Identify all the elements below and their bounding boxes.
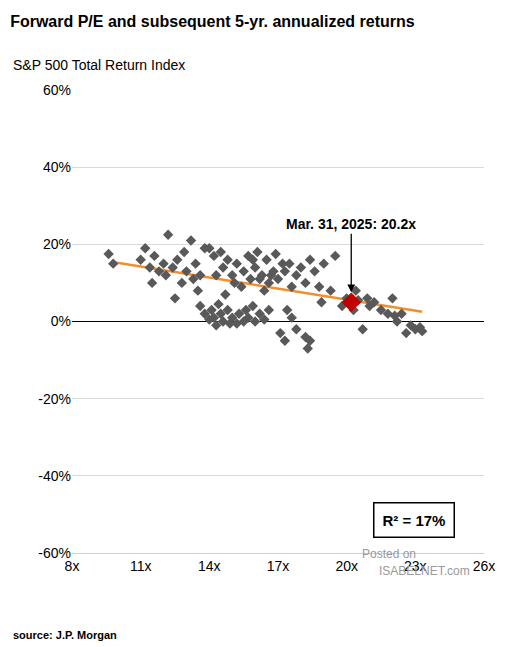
svg-text:14x: 14x xyxy=(198,558,221,574)
svg-text:-20%: -20% xyxy=(38,391,71,407)
svg-text:20%: 20% xyxy=(43,236,71,252)
svg-text:17x: 17x xyxy=(267,558,290,574)
svg-text:Forward P/E and subsequent 5-y: Forward P/E and subsequent 5-yr. annuali… xyxy=(10,13,415,30)
svg-text:8x: 8x xyxy=(65,558,80,574)
svg-text:20x: 20x xyxy=(335,558,358,574)
svg-text:S&P 500 Total Return Index: S&P 500 Total Return Index xyxy=(13,57,185,73)
svg-text:ISABELNET.com: ISABELNET.com xyxy=(379,564,470,578)
svg-text:40%: 40% xyxy=(43,159,71,175)
svg-text:-60%: -60% xyxy=(38,545,71,561)
svg-text:source: J.P. Morgan: source: J.P. Morgan xyxy=(13,629,117,641)
svg-text:Posted on: Posted on xyxy=(362,547,416,561)
svg-text:11x: 11x xyxy=(130,558,152,574)
svg-text:26x: 26x xyxy=(473,558,496,574)
svg-text:23x: 23x xyxy=(404,558,427,574)
svg-text:0%: 0% xyxy=(51,313,71,329)
svg-text:-40%: -40% xyxy=(38,468,71,484)
svg-text:Mar. 31, 2025: 20.2x: Mar. 31, 2025: 20.2x xyxy=(286,216,416,232)
svg-text:60%: 60% xyxy=(43,82,71,98)
svg-text:R² = 17%: R² = 17% xyxy=(383,512,446,529)
